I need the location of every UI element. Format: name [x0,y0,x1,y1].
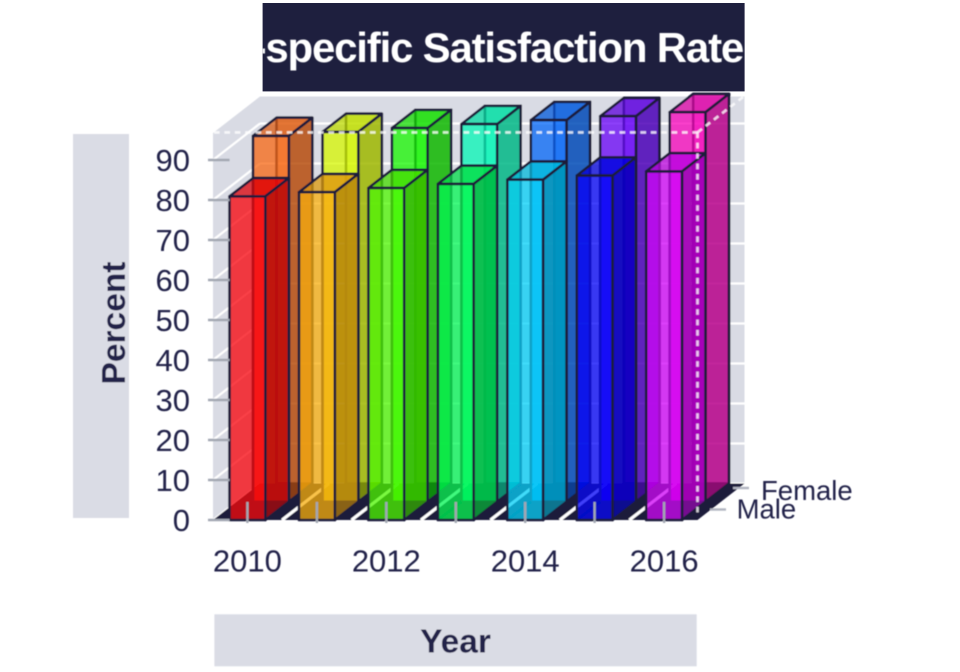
svg-text:50: 50 [156,303,190,338]
svg-text:40: 40 [156,343,190,378]
svg-text:90: 90 [156,143,190,178]
svg-text:10: 10 [156,463,190,498]
svg-text:Female: Female [761,475,853,506]
svg-text:2010: 2010 [213,544,282,579]
svg-text:2014: 2014 [491,544,560,579]
svg-text:-specific Satisfaction Rate: -specific Satisfaction Rate [253,24,743,71]
svg-text:70: 70 [156,223,190,258]
svg-text:80: 80 [156,183,190,218]
svg-text:20: 20 [156,423,190,458]
svg-text:60: 60 [156,263,190,298]
svg-text:2016: 2016 [630,544,699,579]
svg-text:0: 0 [173,503,190,538]
svg-text:30: 30 [156,383,190,418]
svg-text:Percent: Percent [96,262,133,385]
svg-text:2012: 2012 [352,544,421,579]
svg-text:Male: Male [737,494,797,525]
svg-text:Year: Year [420,623,491,660]
